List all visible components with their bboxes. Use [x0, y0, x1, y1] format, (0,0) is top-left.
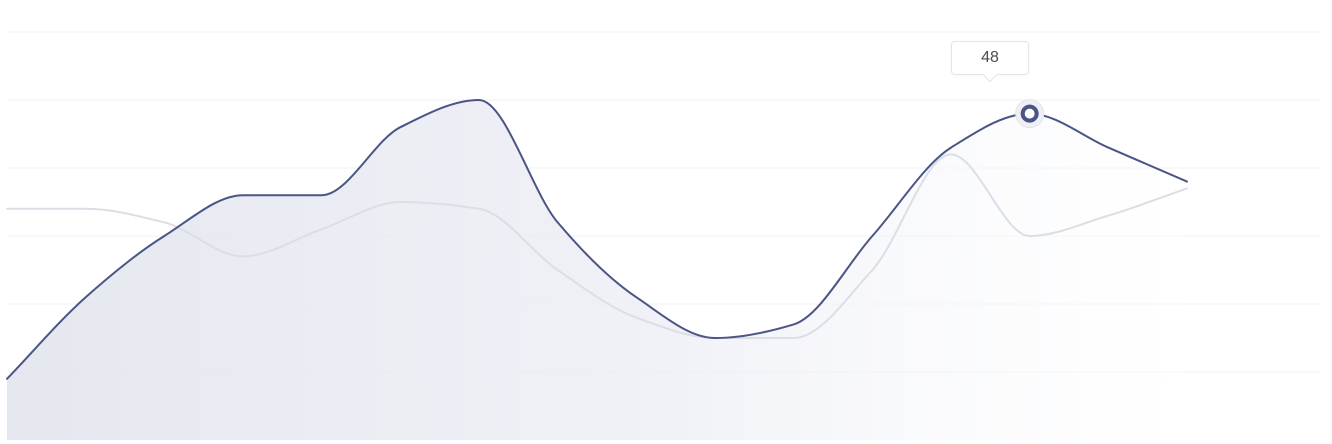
series-line-secondary: [6, 153, 1188, 340]
series-line-primary: [6, 98, 1188, 380]
tooltip-value: 48: [981, 49, 999, 66]
value-tooltip: 48: [951, 41, 1029, 83]
series-area-primary: [7, 100, 1187, 440]
highlight-point: [1020, 104, 1039, 123]
